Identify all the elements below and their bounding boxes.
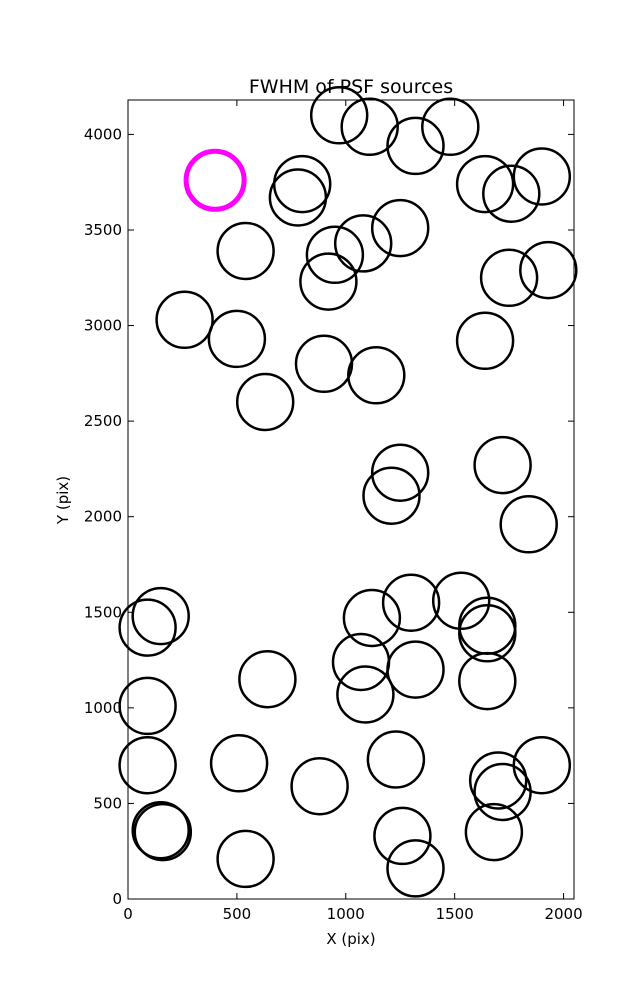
source-circle [386, 839, 445, 898]
source-circle [216, 221, 275, 281]
x-tick-label: 500 [223, 905, 252, 923]
y-tick-label: 0 [112, 890, 122, 908]
source-circle [299, 252, 358, 311]
source-circle [370, 198, 430, 258]
y-tick-label: 1000 [84, 699, 122, 717]
source-circle [340, 97, 399, 157]
source-circle [333, 214, 393, 273]
source-circle [455, 311, 515, 371]
y-tick-label: 4000 [84, 125, 122, 143]
source-circle [347, 346, 406, 405]
source-circle [499, 495, 558, 554]
x-tick-label: 0 [123, 905, 133, 923]
source-circle [468, 751, 528, 810]
source-circle [235, 372, 295, 432]
source-circle [455, 154, 515, 214]
source-circle [216, 829, 275, 889]
x-tick-label: 2000 [544, 905, 582, 923]
source-circle [512, 147, 572, 206]
source-circle [386, 116, 445, 176]
source-circle [512, 735, 572, 795]
ticks-layer: 0 500 1000 1500 2000 0 500 1000 1500 2000 2500 3000… [84, 100, 583, 923]
source-circle [519, 240, 578, 300]
source-circle [366, 730, 426, 789]
source-circle [464, 802, 524, 862]
chart-title: FWHM of PSF sources [249, 76, 453, 98]
plot-frame [127, 99, 575, 900]
source-circle [431, 571, 491, 631]
source-circle [131, 800, 190, 860]
y-axis-label: Y (pix) [54, 476, 72, 525]
source-circle [362, 466, 421, 525]
source-circle [118, 735, 177, 795]
source-circle [482, 164, 541, 223]
source-circle [336, 665, 395, 724]
source-circle [309, 86, 369, 145]
source-circle [342, 588, 402, 648]
source-circle [155, 290, 214, 350]
source-circle [305, 225, 365, 285]
source-circle [370, 443, 430, 502]
source-circle [473, 435, 532, 495]
reference-circle [183, 148, 247, 212]
y-tick-label: 1500 [84, 603, 122, 621]
source-circle [421, 97, 480, 157]
source-circle [133, 802, 193, 862]
y-tick-label: 2500 [84, 412, 122, 430]
source-circle [118, 598, 177, 657]
x-axis-label: X (pix) [326, 930, 375, 948]
x-tick-label: 1500 [436, 905, 474, 923]
source-circle [458, 651, 517, 711]
y-tick-label: 3500 [84, 221, 122, 239]
data-layer [118, 86, 578, 898]
y-tick-label: 3000 [84, 317, 122, 335]
source-circle [238, 649, 297, 709]
source-circle [290, 756, 349, 816]
source-circle [458, 604, 517, 663]
y-tick-label: 500 [93, 794, 122, 812]
source-circle [373, 806, 432, 866]
source-circle [131, 586, 190, 646]
source-circle [268, 168, 328, 227]
y-tick-label: 2000 [84, 508, 122, 526]
source-circle [118, 676, 177, 736]
source-circle [381, 573, 441, 632]
x-tick-label: 1000 [327, 905, 365, 923]
source-circle [207, 309, 267, 369]
source-circle [209, 734, 269, 793]
source-circle [479, 248, 539, 308]
source-circle [386, 640, 445, 699]
